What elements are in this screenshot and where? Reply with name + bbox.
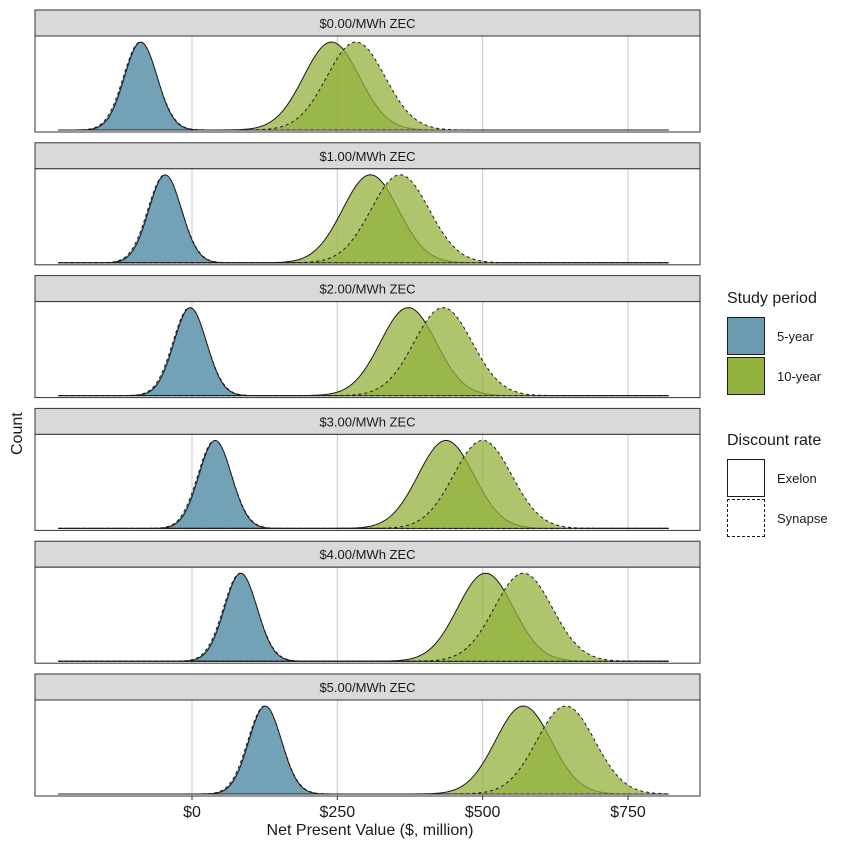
facet-panel: $1.00/MWh ZEC: [34, 142, 701, 266]
density-10-year-synapse: [58, 572, 669, 662]
panel-border: [34, 566, 701, 664]
facet-panel: $2.00/MWh ZEC: [34, 275, 701, 399]
legend-entry-10-year: 10-year: [727, 356, 821, 396]
panel-border: [34, 433, 701, 531]
facet-panel: $4.00/MWh ZEC: [34, 540, 701, 664]
legend-entry-exelon: Exelon: [727, 458, 828, 498]
facet-panel: $0.00/MWh ZEC: [34, 9, 701, 133]
legend-swatch-synapse: [727, 499, 765, 537]
legend-title-study-period: Study period: [727, 290, 817, 307]
legend-swatch-exelon: [727, 459, 765, 497]
panel-border: [34, 35, 701, 133]
x-axis-label: Net Present Value ($, million): [266, 822, 474, 839]
x-tick-label: $750: [610, 804, 646, 821]
facet-strip-label: $2.00/MWh ZEC: [319, 282, 415, 297]
legend-label-10-year: 10-year: [777, 368, 822, 384]
legend-study-period: Study period 5-year 10-year: [727, 290, 821, 396]
density-10-year-synapse: [58, 307, 669, 397]
density-10-year-synapse: [58, 41, 669, 131]
legend-label-synapse: Synapse: [777, 510, 828, 526]
density-10-year-synapse: [58, 705, 670, 795]
legend-label-5-year: 5-year: [777, 328, 814, 344]
x-tick-label: $250: [320, 804, 356, 821]
panel-border: [34, 699, 701, 797]
legend-discount-rate: Discount rate Exelon Synapse: [727, 432, 828, 538]
facet-strip-label: $5.00/MWh ZEC: [319, 680, 415, 695]
facet-strip: [34, 9, 701, 37]
legend-title-discount-rate: Discount rate: [727, 432, 822, 449]
panel-background: [35, 567, 700, 664]
legend-swatch-10-year: [727, 357, 765, 395]
facet-strip-label: $3.00/MWh ZEC: [319, 414, 415, 429]
facet-strip-label: $0.00/MWh ZEC: [319, 16, 415, 31]
legend-label-exelon: Exelon: [777, 470, 817, 486]
x-tick-label: $500: [465, 804, 501, 821]
y-axis-label: Count: [9, 412, 26, 455]
facet-panel: $3.00/MWh ZEC: [34, 407, 701, 531]
facet-strip-label: $1.00/MWh ZEC: [319, 149, 415, 164]
facet-strip: [34, 540, 701, 568]
legend-swatch-5-year: [727, 317, 765, 355]
panel-border: [34, 301, 701, 399]
panel-border: [34, 168, 701, 266]
facet-strip: [34, 407, 701, 435]
legend-entry-synapse: Synapse: [727, 498, 828, 538]
density-10-year-synapse: [58, 439, 669, 529]
legend-entry-5-year: 5-year: [727, 316, 821, 356]
panel-background: [35, 434, 700, 531]
facet-panel: $5.00/MWh ZEC: [34, 673, 701, 797]
facet-strip-label: $4.00/MWh ZEC: [319, 547, 415, 562]
density-10-year-synapse: [58, 174, 669, 264]
x-tick-label: $0: [183, 804, 201, 821]
